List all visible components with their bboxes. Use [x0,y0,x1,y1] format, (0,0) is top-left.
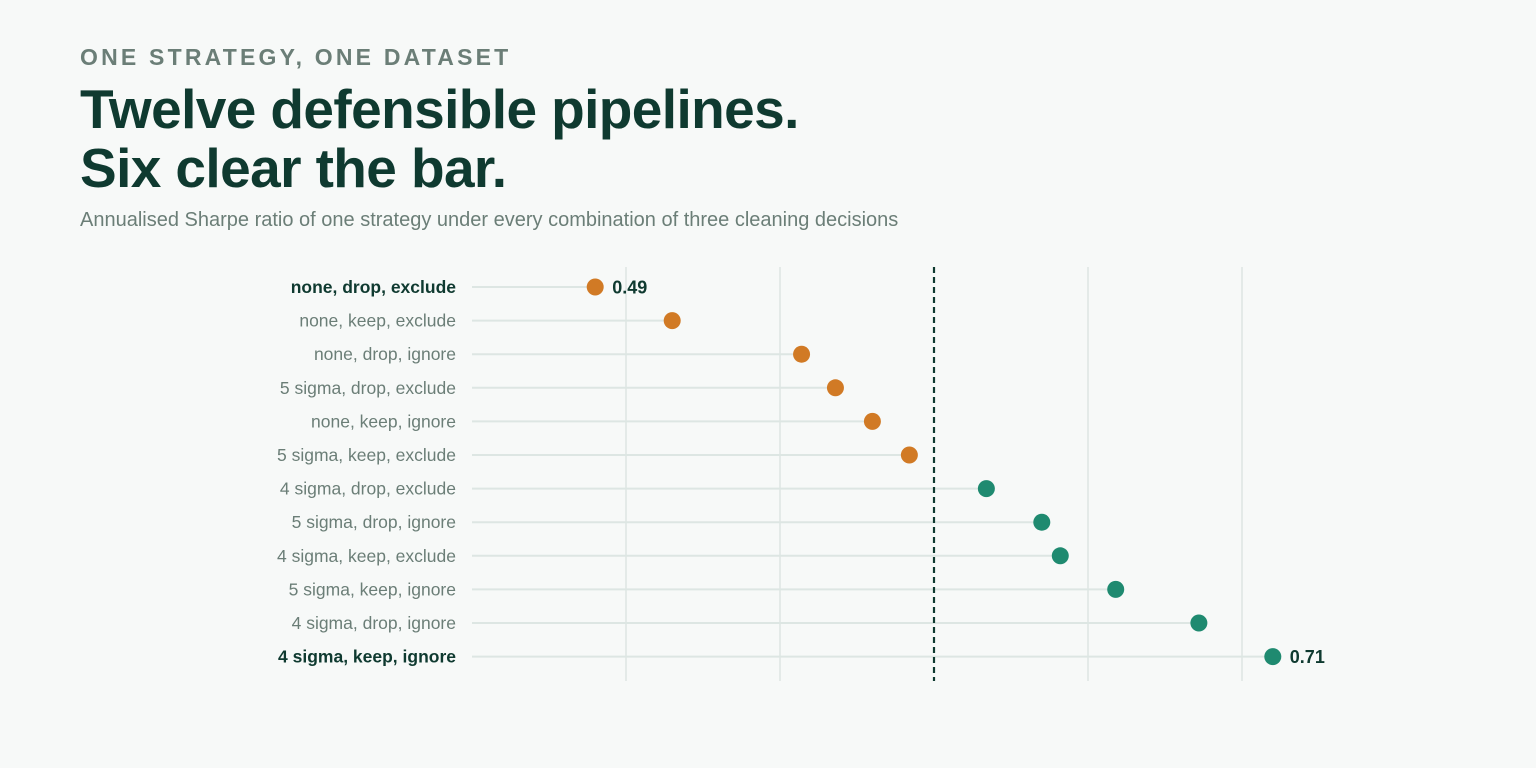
data-point [1033,513,1051,531]
category-label: 4 sigma, drop, exclude [280,479,456,499]
category-label: 4 sigma, keep, ignore [278,647,456,667]
data-point [826,379,844,397]
data-point [1190,614,1208,632]
data-point [1264,648,1282,666]
headline: Twelve defensible pipelines. Six clear t… [80,80,799,198]
value-label: 0.49 [612,278,647,298]
category-label: 5 sigma, keep, exclude [277,445,456,465]
category-label: none, keep, exclude [299,311,456,331]
data-point [1051,547,1069,565]
headline-line-1: Twelve defensible pipelines. [80,78,799,140]
value-label: 0.71 [1290,647,1325,667]
headline-line-2: Six clear the bar. [80,137,507,199]
eyebrow-label: ONE STRATEGY, ONE DATASET [80,44,512,70]
data-point [793,345,811,363]
data-point [977,480,995,498]
data-point [1107,580,1125,598]
data-point [586,278,604,296]
category-label: 5 sigma, drop, ignore [292,512,456,532]
subtitle: Annualised Sharpe ratio of one strategy … [80,209,899,231]
data-point [900,446,918,464]
category-label: 4 sigma, drop, ignore [292,613,456,633]
category-label: 5 sigma, keep, ignore [289,579,456,599]
category-label: none, drop, exclude [291,277,457,297]
category-label: none, drop, ignore [314,344,456,364]
data-point [863,412,881,430]
category-label: 4 sigma, keep, exclude [277,546,456,566]
data-point [663,312,681,330]
category-label: none, keep, ignore [311,411,456,431]
category-label: 5 sigma, drop, exclude [280,378,456,398]
